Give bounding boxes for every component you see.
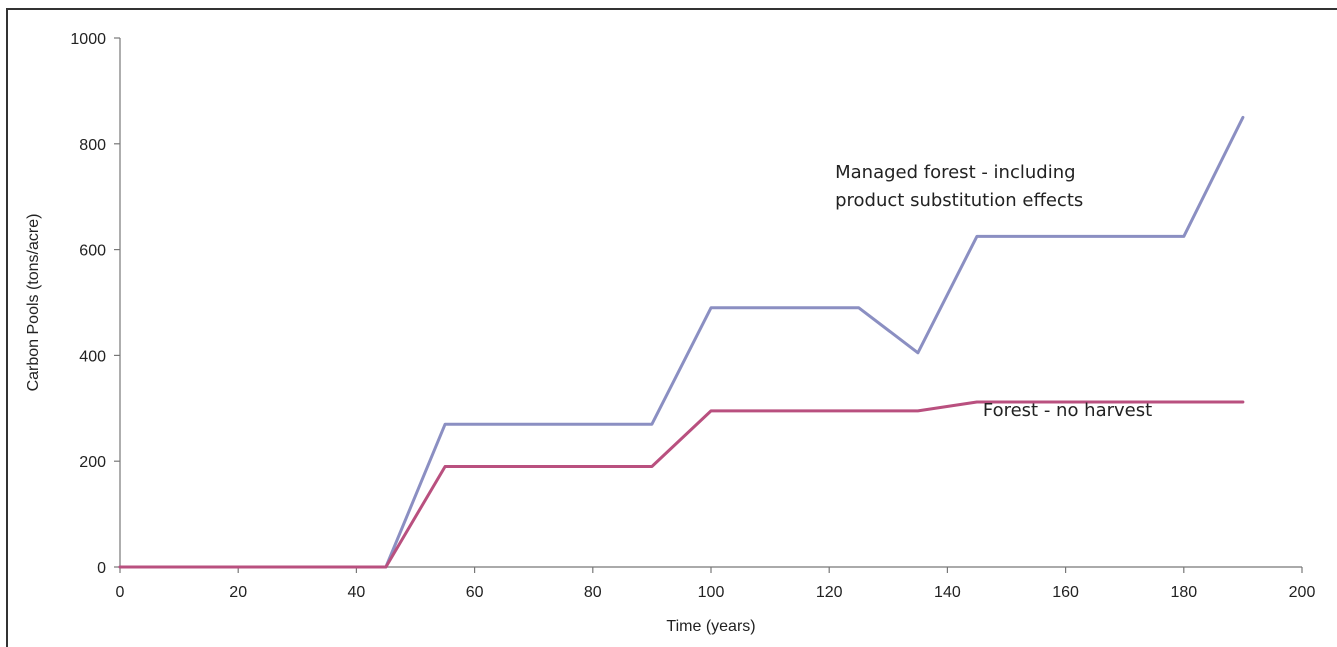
y-axis-title: Carbon Pools (tons/acre) [25,214,42,392]
x-tick-label: 20 [229,584,247,601]
x-axis: 0 20 40 60 80 100 120 140 160 180 200 [116,566,1316,601]
x-tick-label: 200 [1289,584,1316,601]
x-tick-label: 140 [934,584,961,601]
series-line-1 [118,115,1245,569]
annotation-2: Forest - no harvest [983,400,1152,421]
x-tick-label: 0 [116,584,125,601]
series-layer [118,115,1245,569]
annotation-text: product substitution effects [835,190,1083,211]
y-axis: 0 200 400 600 800 1000 [70,31,121,577]
series-line-2 [118,400,1245,569]
x-tick-label: 40 [348,584,366,601]
y-tick-label: 200 [79,454,106,471]
x-tick-label: 120 [816,584,843,601]
y-tick-label: 400 [79,348,106,365]
annotation-1: Managed forest - including product substi… [835,162,1083,211]
annotation-text: Managed forest - including [835,162,1075,183]
annotation-layer: Managed forest - including product substi… [835,162,1152,421]
x-axis-title: Time (years) [666,618,755,635]
annotation-text: Forest - no harvest [983,400,1152,421]
chart-frame [6,8,1337,647]
y-tick-label: 0 [97,560,106,577]
x-tick-label: 180 [1170,584,1197,601]
x-tick-label: 160 [1052,584,1079,601]
x-tick-label: 80 [584,584,602,601]
x-tick-label: 100 [698,584,725,601]
y-tick-label: 600 [79,243,106,260]
y-tick-label: 800 [79,137,106,154]
x-tick-label: 60 [466,584,484,601]
y-tick-label: 1000 [70,31,106,48]
